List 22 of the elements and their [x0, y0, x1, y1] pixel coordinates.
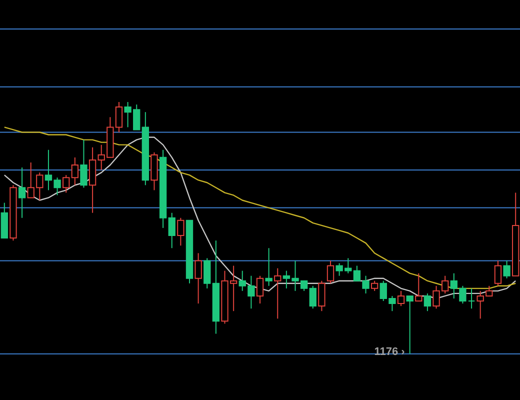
candlestick [71, 156, 78, 186]
candlestick [18, 167, 26, 218]
candlestick [168, 212, 176, 249]
candlestick [415, 272, 422, 302]
candlestick [468, 288, 476, 310]
candlestick [424, 292, 432, 312]
candlestick [265, 248, 272, 286]
candlestick [406, 295, 414, 354]
candlestick [80, 139, 88, 188]
candlestick [326, 260, 334, 284]
candlestick [274, 268, 282, 320]
candlestick [256, 275, 264, 304]
candlestick [204, 258, 211, 289]
candlestick [318, 280, 326, 312]
candlestick [62, 174, 70, 194]
candlestick [494, 260, 502, 286]
candlestick [370, 280, 378, 292]
candlestick [194, 252, 202, 304]
candlestick [503, 260, 510, 279]
candlestick [177, 217, 184, 246]
candlestick [397, 290, 405, 307]
candlestick [309, 285, 316, 310]
